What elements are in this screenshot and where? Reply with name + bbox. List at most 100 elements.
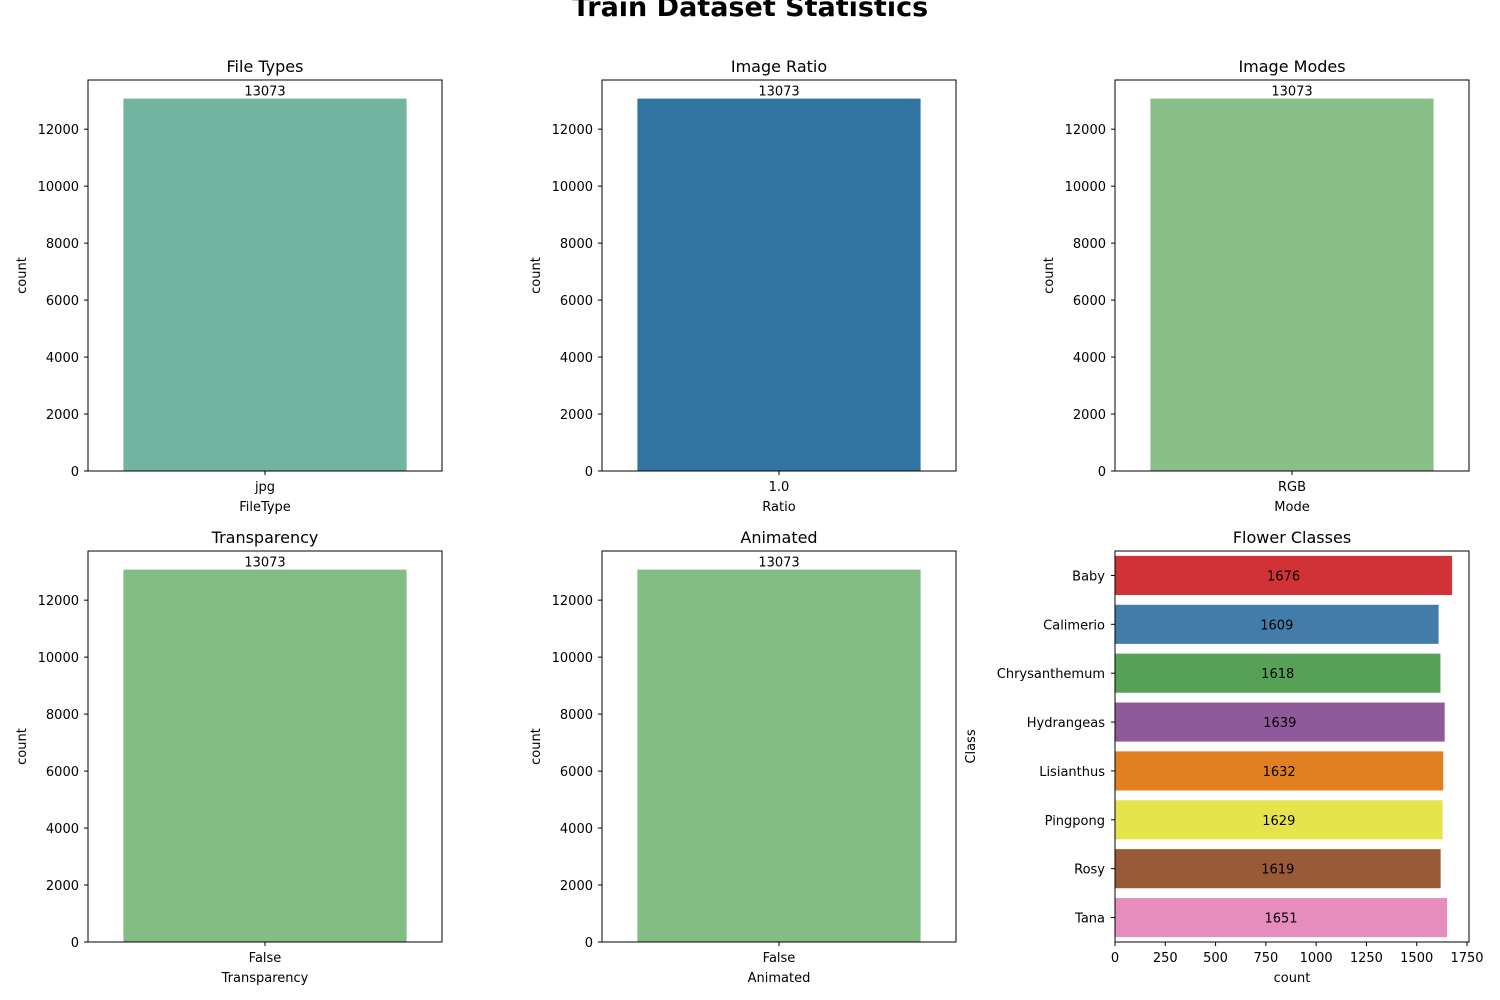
y-tick-label: 0 <box>71 465 79 480</box>
y-tick-label: Lisianthus <box>1039 765 1105 780</box>
axes-frame <box>1114 79 1470 472</box>
y-tick-label: 4000 <box>46 822 79 837</box>
y-tick-label: 8000 <box>46 708 79 723</box>
data-label: 13073 <box>244 85 285 100</box>
x-axis-label: count <box>1274 971 1311 986</box>
y-tick-label: Tana <box>1074 912 1105 927</box>
data-label: 1618 <box>1261 667 1294 682</box>
figure-title: Train Dataset Statistics <box>571 0 929 23</box>
y-tick-label: 12000 <box>552 594 593 609</box>
x-tick-label: 1500 <box>1400 951 1433 966</box>
y-tick-label: 6000 <box>560 765 593 780</box>
bar-pingpong <box>1115 800 1443 840</box>
y-tick-label: 4000 <box>560 822 593 837</box>
y-tick-label: 6000 <box>46 765 79 780</box>
chart-title: Animated <box>740 528 817 547</box>
data-label: 1639 <box>1263 716 1296 731</box>
y-tick-label: 6000 <box>560 294 593 309</box>
bar-baby <box>1115 555 1453 595</box>
y-tick-label: 0 <box>71 936 79 951</box>
bar-hydrangeas <box>1115 702 1445 742</box>
y-axis-label: count <box>15 257 30 294</box>
chart-title: Image Modes <box>1238 57 1345 76</box>
data-label: 13073 <box>758 556 799 571</box>
chart-title: File Types <box>227 57 304 76</box>
x-tick-label: 1750 <box>1450 951 1483 966</box>
data-label: 1619 <box>1261 863 1294 878</box>
y-tick-label: 12000 <box>1065 123 1106 138</box>
x-axis-label: Ratio <box>762 500 795 515</box>
x-tick-label: 750 <box>1253 951 1278 966</box>
y-tick-label: 12000 <box>552 123 593 138</box>
y-tick-label: 10000 <box>1065 180 1106 195</box>
data-label: 13073 <box>758 85 799 100</box>
chart-title: Flower Classes <box>1233 528 1351 547</box>
y-tick-label: Baby <box>1072 569 1105 584</box>
y-axis-label: count <box>529 257 544 294</box>
y-tick-label: 10000 <box>38 180 79 195</box>
y-tick-label: 2000 <box>1073 408 1106 423</box>
y-tick-label: 12000 <box>38 594 79 609</box>
y-tick-label: 8000 <box>1073 237 1106 252</box>
y-tick-label: 8000 <box>560 708 593 723</box>
x-tick-label: False <box>249 951 282 966</box>
y-axis-label: count <box>15 728 30 765</box>
data-label: 1632 <box>1263 765 1296 780</box>
bar-calimerio <box>1115 604 1439 644</box>
x-tick-label: 1.0 <box>769 480 790 495</box>
y-tick-label: 0 <box>1098 465 1106 480</box>
x-tick-label: 1000 <box>1300 951 1333 966</box>
bar-1-0 <box>637 98 921 471</box>
chart-title: Image Ratio <box>731 57 827 76</box>
y-axis-label: Class <box>964 729 979 763</box>
x-axis-label: Transparency <box>221 971 309 986</box>
x-axis-label: Animated <box>748 971 811 986</box>
data-label: 1609 <box>1260 618 1293 633</box>
bar-lisianthus <box>1115 751 1444 791</box>
y-tick-label: 2000 <box>560 879 593 894</box>
data-label: 13073 <box>1271 85 1312 100</box>
y-tick-label: 0 <box>585 936 593 951</box>
y-tick-label: Rosy <box>1074 863 1105 878</box>
y-axis-label: count <box>1042 257 1057 294</box>
x-tick-label: 1250 <box>1350 951 1383 966</box>
y-tick-label: 12000 <box>38 123 79 138</box>
x-tick-label: jpg <box>254 480 275 495</box>
y-tick-label: 10000 <box>552 651 593 666</box>
y-tick-label: 10000 <box>552 180 593 195</box>
data-label: 1651 <box>1264 912 1297 927</box>
data-label: 1629 <box>1262 814 1295 829</box>
y-tick-label: 6000 <box>1073 294 1106 309</box>
x-tick-label: 0 <box>1111 951 1119 966</box>
data-label: 1676 <box>1267 569 1300 584</box>
y-tick-label: 4000 <box>1073 351 1106 366</box>
bar-tana <box>1115 898 1448 938</box>
y-tick-label: 2000 <box>46 879 79 894</box>
x-tick-label: RGB <box>1278 480 1306 495</box>
bar-false <box>637 569 921 942</box>
x-tick-label: False <box>763 951 796 966</box>
bar-jpg <box>123 98 407 471</box>
y-tick-label: 0 <box>585 465 593 480</box>
bar-rosy <box>1115 849 1441 889</box>
x-tick-label: 250 <box>1153 951 1178 966</box>
bar-chrysanthemum <box>1115 653 1441 693</box>
x-axis-label: Mode <box>1274 500 1309 515</box>
y-tick-label: 8000 <box>46 237 79 252</box>
y-tick-label: 4000 <box>560 351 593 366</box>
axes-frame <box>87 550 443 943</box>
chart-title: Transparency <box>211 528 319 547</box>
y-tick-label: Calimerio <box>1043 618 1105 633</box>
axes-frame <box>601 79 957 472</box>
y-tick-label: 2000 <box>46 408 79 423</box>
y-tick-label: 2000 <box>560 408 593 423</box>
y-tick-label: 4000 <box>46 351 79 366</box>
axes-frame <box>601 550 957 943</box>
axes-frame <box>87 79 443 472</box>
y-tick-label: 10000 <box>38 651 79 666</box>
y-axis-label: count <box>529 728 544 765</box>
y-tick-label: Chrysanthemum <box>997 667 1105 682</box>
y-tick-label: Hydrangeas <box>1027 716 1105 731</box>
x-tick-label: 500 <box>1203 951 1228 966</box>
data-label: 13073 <box>244 556 285 571</box>
